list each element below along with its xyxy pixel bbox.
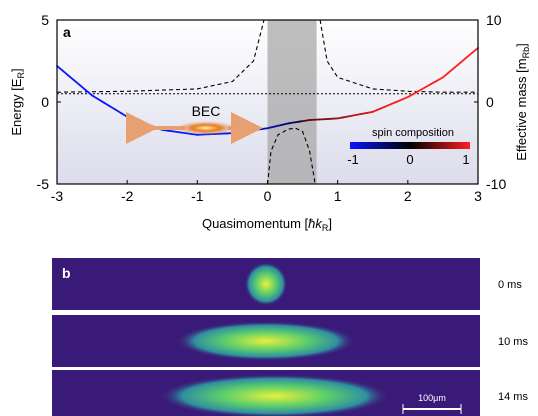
energy-segment [114,108,123,115]
energy-segment [348,114,357,118]
left-y-tick-label: 0 [41,94,49,110]
energy-segment [442,71,450,79]
right-y-axis-label: Effective mass [mRb] [514,43,531,160]
energy-segment [85,89,93,97]
bec-indicator: BEC [126,103,263,144]
energy-segment [366,110,374,114]
energy-segment [360,112,368,115]
energy-segment [56,65,64,72]
atom-cloud [159,374,391,416]
panel-b: 0 ms 10 ms 14 ms b 100μm [52,258,528,416]
left-y-axis-ticks: 5 0 -5 [37,12,61,192]
energy-segment [401,96,409,101]
gray-band [267,20,317,184]
x-tick-label: 0 [264,188,272,204]
energy-segment [453,61,462,69]
effective-mass-center-line [266,127,316,185]
x-tick-label: -3 [51,188,64,204]
energy-segment [395,98,403,103]
absorption-frame: 0 ms [52,258,522,310]
absorption-frame: 10 ms [52,315,528,367]
energy-segment [471,46,479,54]
right-y-tick-label: 10 [486,12,502,28]
panel-a-letter: a [63,24,71,40]
energy-segment [102,101,111,107]
energy-segment [342,115,351,119]
bec-cloud [176,121,236,135]
energy-segment [406,92,415,98]
energy-segment [459,56,468,64]
scale-bar: 100μm [402,393,462,414]
bec-label: BEC [192,103,221,119]
colorbar-title: spin composition [372,127,454,139]
energy-segment [67,74,76,82]
atom-cloud [176,321,356,361]
energy-segment [377,106,386,111]
x-tick-label: 3 [474,188,482,204]
energy-segment [97,98,105,104]
energy-segment [108,105,117,111]
x-tick-label: 1 [334,188,342,204]
x-tick-label: 2 [404,188,412,204]
effective-mass-right-line [319,19,478,93]
left-y-axis-label: Energy [ER] [9,68,26,135]
energy-segment [161,128,169,132]
panel-b-letter: b [62,265,71,281]
right-y-axis-ticks: 10 0 -10 [474,12,506,192]
energy-segment [424,83,433,89]
energy-segment [79,84,88,92]
energy-segment [178,131,187,135]
atom-cloud [244,262,288,306]
effective-mass-left-line [56,19,265,93]
effective-mass-curves [56,19,478,185]
right-y-tick-label: -10 [486,176,506,192]
energy-segment [436,76,444,82]
energy-segment [383,103,392,108]
time-label: 10 ms [498,336,528,348]
x-axis-ticks: -3 -2 -1 0 1 2 3 [51,180,482,204]
x-axis-label: Quasimomentum [ħkR] [202,216,332,233]
energy-segment [354,113,362,117]
energy-segment [418,86,427,92]
panel-a: BEC a spin composition -1 0 1 -3 -2 -1 0 1 2 3… [9,12,531,233]
x-tick-label: -2 [121,188,134,204]
right-y-tick-label: 0 [486,94,494,110]
energy-segment [412,89,421,95]
colorbar-tick: -1 [347,152,359,167]
time-label: 14 ms [498,391,528,403]
energy-segment [447,66,456,74]
energy-segment [430,79,438,85]
energy-segment [167,129,175,133]
energy-segment [91,94,99,100]
scale-bar-label: 100μm [418,393,446,403]
energy-segment [465,51,474,59]
energy-segment [73,79,82,87]
x-tick-label: -1 [191,188,204,204]
energy-segment [389,101,398,106]
colorbar-tick: 1 [462,152,469,167]
time-label: 0 ms [498,279,522,291]
colorbar-gradient [350,142,470,149]
energy-segment [61,69,70,77]
energy-segment [371,108,380,113]
spin-colorbar: spin composition -1 0 1 [347,127,470,167]
left-y-tick-label: 5 [41,12,49,28]
energy-segment [173,130,181,134]
colorbar-tick: 0 [406,152,413,167]
energy-segment [336,116,345,120]
left-y-tick-label: -5 [37,176,50,192]
